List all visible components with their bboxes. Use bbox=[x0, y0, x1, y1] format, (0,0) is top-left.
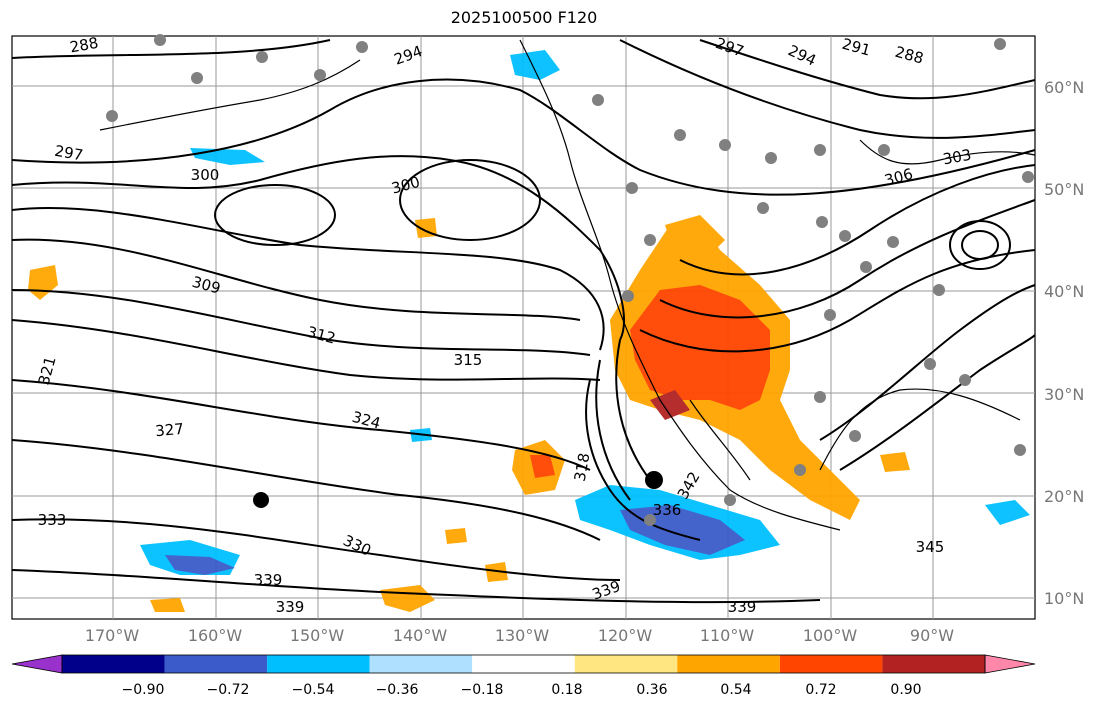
negative-west-core bbox=[165, 555, 235, 575]
lat-label: 10°N bbox=[1044, 589, 1085, 608]
colorbar-tick-label: −0.72 bbox=[206, 682, 250, 698]
positive-north bbox=[665, 215, 725, 260]
lon-label: 150°W bbox=[289, 626, 345, 645]
contour-label: 339 bbox=[276, 598, 305, 616]
contour-label: 339 bbox=[728, 598, 757, 616]
positive-pacific-core bbox=[530, 455, 555, 478]
lat-label: 60°N bbox=[1044, 78, 1085, 97]
lon-label: 140°W bbox=[392, 626, 448, 645]
lon-label: 90°W bbox=[909, 626, 955, 645]
colorbar-tick-label: 0.18 bbox=[551, 682, 583, 698]
positive-plume-red bbox=[630, 285, 770, 410]
contour-label: 297 bbox=[53, 142, 84, 165]
contour-label: 333 bbox=[38, 511, 67, 529]
station-markers bbox=[106, 34, 1034, 526]
contour-label: 327 bbox=[155, 420, 185, 440]
lon-label: 110°W bbox=[699, 626, 755, 645]
lat-label: 50°N bbox=[1044, 180, 1085, 199]
colorbar-tick-label: 0.90 bbox=[890, 682, 922, 698]
contour-label: 339 bbox=[254, 571, 283, 589]
lat-label: 40°N bbox=[1044, 282, 1085, 301]
contour-label: 345 bbox=[916, 538, 945, 556]
colorbar-tick-label: 0.72 bbox=[805, 682, 837, 698]
contour-label: 315 bbox=[454, 351, 483, 369]
shaded-field bbox=[28, 50, 1030, 612]
chart-title: 2025100500 F120 bbox=[450, 8, 598, 27]
contour-label: 336 bbox=[653, 501, 682, 519]
lon-label: 160°W bbox=[187, 626, 243, 645]
negative-east bbox=[985, 500, 1030, 525]
positive-core bbox=[650, 390, 690, 420]
lon-label: 170°W bbox=[84, 626, 140, 645]
colorbar-tick-label: −0.54 bbox=[291, 682, 335, 698]
contour-label: 303 bbox=[941, 146, 972, 169]
colorbar-tick-label: −0.90 bbox=[121, 682, 165, 698]
negative-north bbox=[510, 50, 560, 80]
contour-lines bbox=[11, 39, 1036, 604]
colorbar-tick-label: −0.36 bbox=[375, 682, 419, 698]
lat-label: 30°N bbox=[1044, 385, 1085, 404]
positive-sw2 bbox=[150, 598, 185, 612]
colorbar-tick-label: −0.18 bbox=[460, 682, 504, 698]
positive-tx bbox=[880, 452, 910, 472]
lat-label: 20°N bbox=[1044, 487, 1085, 506]
coastlines bbox=[99, 39, 1036, 531]
contour-label: 300 bbox=[191, 166, 220, 184]
positive-south2 bbox=[445, 528, 467, 544]
lon-label: 130°W bbox=[494, 626, 550, 645]
contour-label: 318 bbox=[571, 451, 594, 482]
colorbar-tick-label: 0.54 bbox=[720, 682, 752, 698]
contour-label: 288 bbox=[68, 34, 99, 57]
storm-center-markers bbox=[253, 471, 663, 508]
lon-label: 120°W bbox=[597, 626, 653, 645]
lon-label: 100°W bbox=[802, 626, 858, 645]
colorbar-tick-label: 0.36 bbox=[636, 682, 668, 698]
